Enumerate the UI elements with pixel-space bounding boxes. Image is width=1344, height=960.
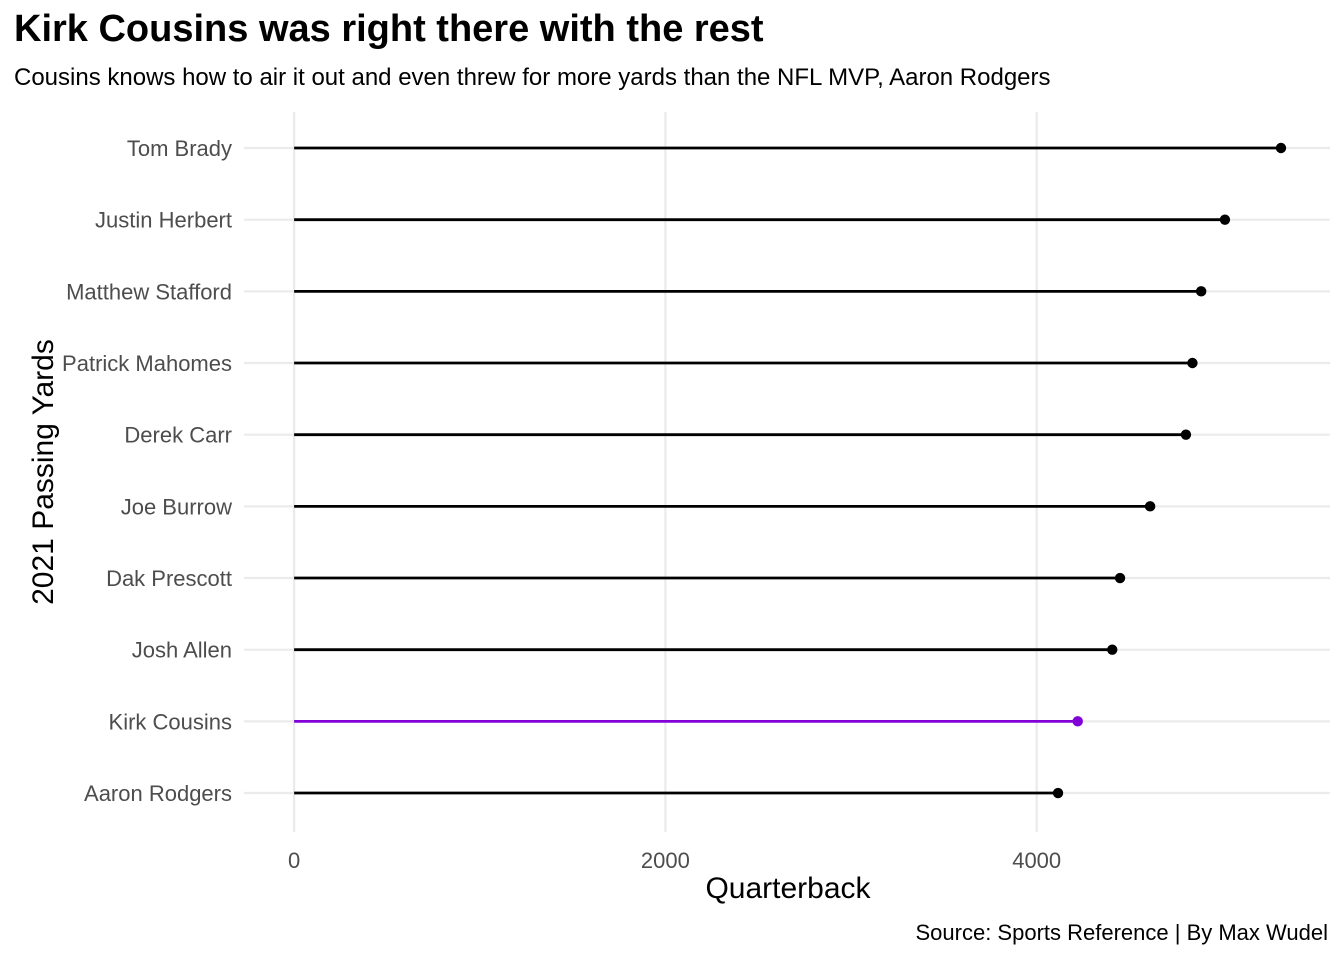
- lollipop-point: [1072, 716, 1083, 727]
- lollipop-point: [1195, 286, 1207, 297]
- lollipop-point: [1180, 429, 1192, 440]
- lollipop-point: [1114, 572, 1126, 584]
- x-axis-title: Quarterback: [705, 872, 871, 905]
- x-tick-label: 4000: [1012, 848, 1061, 873]
- chart-caption: Source: Sports Reference | By Max Wudel: [915, 920, 1329, 945]
- lollipop-point: [1219, 214, 1231, 225]
- label-layer: 0 2000 4000 Tom Brady Justin Herbert Matthew …: [62, 136, 1061, 873]
- x-tick-label: 0: [288, 848, 300, 873]
- lollipop-point: [1052, 787, 1064, 799]
- y-tick-label: Dak Prescott: [106, 566, 232, 591]
- y-tick-label: Justin Herbert: [95, 208, 232, 233]
- lollipop-point: [1144, 501, 1156, 512]
- chart-subtitle: Cousins knows how to air it out and even…: [14, 64, 1051, 91]
- lollipop-point: [1187, 357, 1198, 369]
- mark-layer: [294, 142, 1287, 799]
- y-tick-label: Aaron Rodgers: [84, 781, 232, 806]
- y-tick-label: Patrick Mahomes: [62, 351, 232, 376]
- lollipop-point: [1107, 644, 1118, 655]
- y-tick-label: Josh Allen: [132, 638, 232, 663]
- y-tick-label: Joe Burrow: [121, 494, 232, 519]
- y-tick-label: Derek Carr: [124, 423, 232, 448]
- x-tick-label: 2000: [641, 848, 690, 873]
- y-tick-label: Kirk Cousins: [109, 709, 232, 734]
- y-axis-title: 2021 Passing Yards: [27, 339, 60, 605]
- y-tick-label: Tom Brady: [127, 136, 232, 161]
- y-tick-label: Matthew Stafford: [66, 279, 232, 304]
- chart-title: Kirk Cousins was right there with the re…: [14, 8, 764, 50]
- lollipop-point: [1275, 142, 1287, 154]
